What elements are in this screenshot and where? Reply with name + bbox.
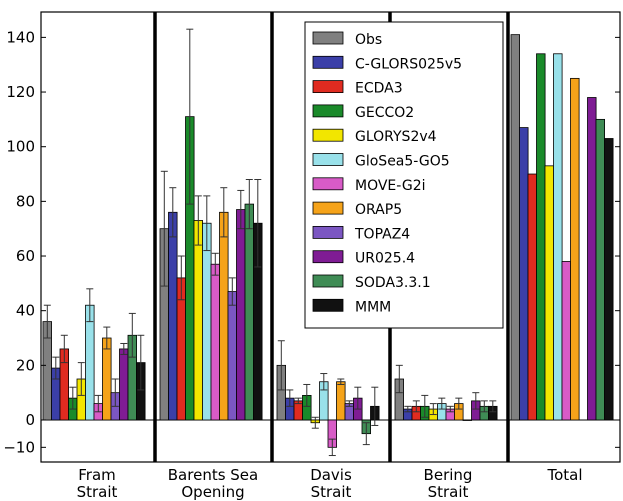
legend-swatch — [312, 274, 344, 288]
x-category-label: Strait — [428, 483, 469, 501]
y-tick-label: 0 — [25, 411, 35, 429]
legend-label: ORAP5 — [355, 202, 402, 218]
x-category-label: Davis — [310, 466, 352, 484]
bar — [544, 165, 555, 421]
legend-label: Obs — [355, 32, 382, 48]
bar — [462, 419, 473, 421]
bar — [536, 53, 546, 421]
legend-label: MMM — [355, 299, 391, 315]
legend-swatch — [312, 80, 344, 93]
bar — [336, 381, 346, 421]
legend-swatch — [312, 153, 344, 166]
bar — [553, 53, 563, 421]
x-category-label: Bering — [424, 466, 473, 484]
bar — [193, 220, 204, 421]
bar — [244, 203, 255, 421]
bar — [587, 97, 597, 421]
bar — [227, 291, 238, 421]
y-tick-label: 100 — [6, 138, 35, 156]
legend-label: ECDA3 — [355, 81, 403, 97]
legend-label: UR025.4 — [355, 251, 415, 267]
axes-frame — [40, 11, 621, 463]
legend-label: GLORYS2v4 — [355, 129, 437, 145]
legend-label: C-GLORS025v5 — [355, 56, 462, 72]
legend-label: GloSea5-GO5 — [355, 154, 450, 170]
legend-swatch — [312, 298, 344, 312]
bar — [595, 118, 606, 421]
legend-swatch — [312, 31, 344, 45]
bar — [527, 173, 538, 421]
legend-swatch — [312, 250, 344, 264]
legend-swatch — [312, 201, 344, 215]
y-tick-label: 80 — [16, 192, 35, 210]
bar — [219, 211, 229, 421]
y-tick-label: 40 — [16, 302, 35, 320]
y-tick-label: 60 — [16, 247, 35, 265]
legend-swatch — [312, 177, 344, 191]
bar — [510, 34, 521, 421]
bar — [561, 261, 572, 421]
x-category-label: Fram — [78, 466, 116, 484]
legend-label: MOVE-G2i — [355, 178, 426, 194]
y-tick-label: 140 — [6, 28, 35, 46]
bar — [519, 127, 529, 421]
legend-swatch — [312, 225, 344, 239]
x-category-label: Opening — [181, 483, 244, 501]
legend-swatch — [312, 104, 344, 118]
bar — [85, 304, 95, 421]
y-tick-label: −10 — [3, 438, 35, 456]
bar — [119, 348, 129, 421]
legend-swatch — [312, 128, 344, 142]
y-tick-label: 20 — [16, 356, 35, 374]
x-category-label: Total — [546, 466, 582, 484]
legend-label: GECCO2 — [355, 105, 414, 121]
legend-swatch — [312, 55, 344, 69]
x-category-label: Strait — [311, 483, 352, 501]
x-category-label: Barents Sea — [168, 466, 258, 484]
bar — [168, 211, 178, 421]
bar — [236, 209, 246, 421]
legend-label: SODA3.3.1 — [355, 275, 431, 291]
x-category-label: Strait — [77, 483, 118, 501]
bar — [102, 337, 112, 421]
bar — [570, 77, 580, 421]
legend-label: TOPAZ4 — [354, 226, 410, 242]
bar — [202, 222, 212, 421]
y-tick-label: 120 — [6, 83, 35, 101]
bar — [210, 263, 221, 421]
bar — [604, 138, 614, 421]
